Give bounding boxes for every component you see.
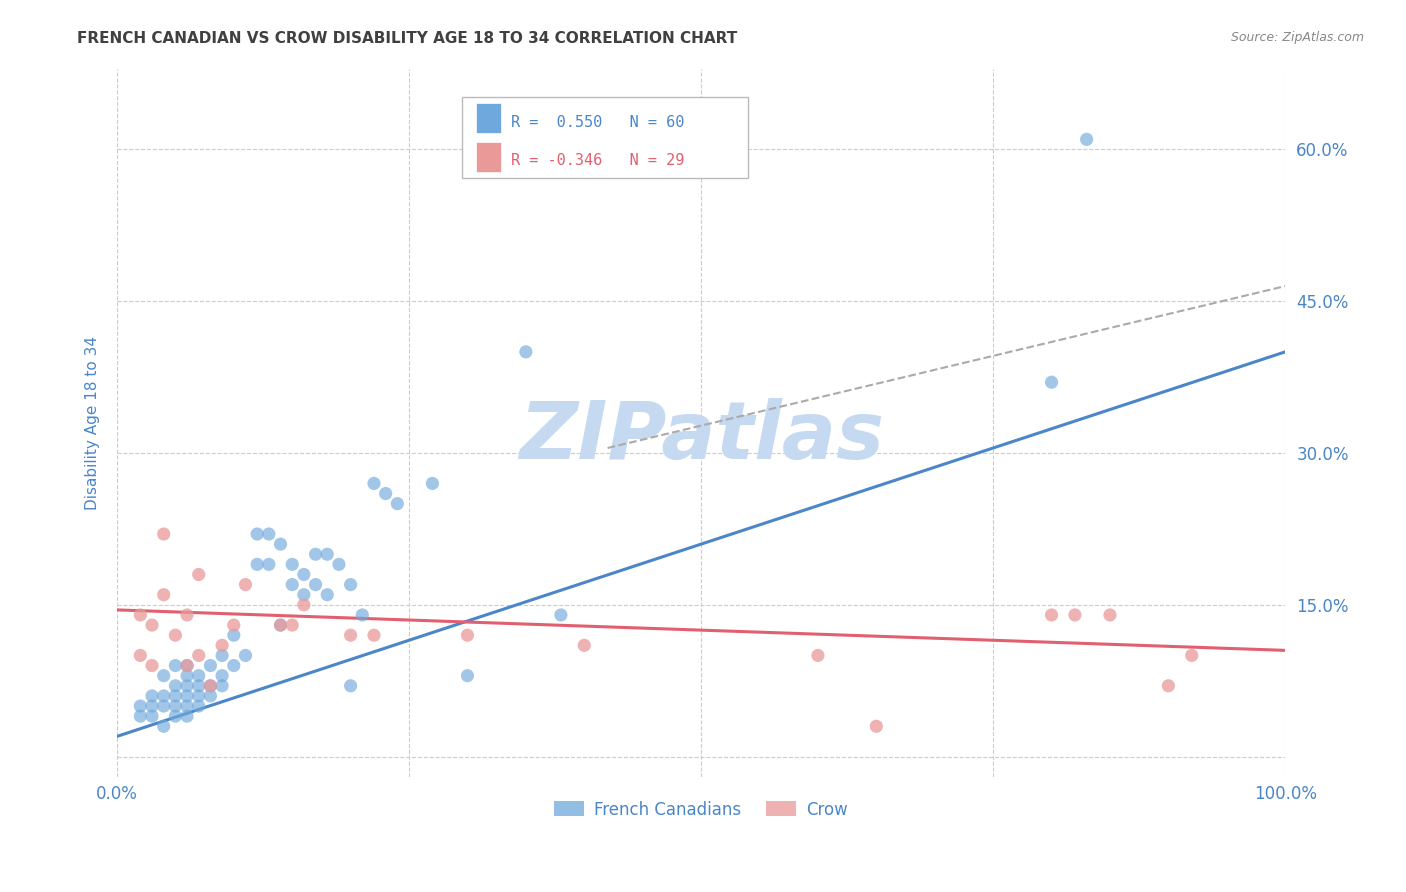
Point — [176, 699, 198, 714]
Point — [187, 648, 209, 663]
Point — [292, 588, 315, 602]
Point — [141, 699, 163, 714]
Point — [235, 648, 257, 663]
Point — [187, 668, 209, 682]
Point — [1098, 607, 1121, 622]
Point — [187, 699, 209, 714]
Point — [281, 618, 304, 632]
FancyBboxPatch shape — [475, 103, 502, 133]
Point — [339, 679, 361, 693]
Point — [129, 699, 152, 714]
Point — [152, 668, 174, 682]
Point — [211, 648, 233, 663]
Point — [1040, 375, 1063, 389]
Point — [141, 618, 163, 632]
Point — [1076, 132, 1098, 146]
Point — [187, 567, 209, 582]
Point — [165, 658, 187, 673]
Point — [270, 618, 292, 632]
FancyBboxPatch shape — [461, 97, 748, 178]
Point — [550, 607, 572, 622]
Point — [352, 607, 374, 622]
Point — [304, 577, 326, 591]
Point — [339, 577, 361, 591]
Point — [129, 648, 152, 663]
Point — [270, 618, 292, 632]
Point — [152, 588, 174, 602]
Point — [165, 628, 187, 642]
Point — [141, 709, 163, 723]
Point — [141, 658, 163, 673]
Point — [176, 679, 198, 693]
Point — [235, 577, 257, 591]
Point — [246, 558, 269, 572]
Point — [292, 567, 315, 582]
Point — [515, 344, 537, 359]
Point — [211, 638, 233, 652]
Point — [257, 527, 280, 541]
Point — [222, 618, 245, 632]
Point — [211, 668, 233, 682]
Legend: French Canadians, Crow: French Canadians, Crow — [547, 794, 855, 825]
Point — [292, 598, 315, 612]
Point — [1040, 607, 1063, 622]
Point — [129, 607, 152, 622]
Point — [141, 689, 163, 703]
Point — [165, 689, 187, 703]
Point — [363, 476, 385, 491]
Point — [304, 547, 326, 561]
Point — [176, 658, 198, 673]
Point — [281, 577, 304, 591]
Point — [1157, 679, 1180, 693]
Text: R =  0.550   N = 60: R = 0.550 N = 60 — [510, 115, 685, 130]
Point — [200, 658, 222, 673]
Text: FRENCH CANADIAN VS CROW DISABILITY AGE 18 TO 34 CORRELATION CHART: FRENCH CANADIAN VS CROW DISABILITY AGE 1… — [77, 31, 738, 46]
Point — [387, 497, 409, 511]
Point — [165, 679, 187, 693]
Point — [865, 719, 887, 733]
Point — [422, 476, 444, 491]
Point — [165, 709, 187, 723]
Point — [270, 537, 292, 551]
Point — [1181, 648, 1204, 663]
Point — [807, 648, 830, 663]
Point — [176, 668, 198, 682]
Point — [222, 628, 245, 642]
Point — [176, 709, 198, 723]
Point — [200, 679, 222, 693]
Point — [316, 588, 339, 602]
Text: ZIPatlas: ZIPatlas — [519, 398, 883, 475]
Point — [374, 486, 396, 500]
Point — [257, 558, 280, 572]
Point — [152, 527, 174, 541]
Point — [574, 638, 596, 652]
Text: Source: ZipAtlas.com: Source: ZipAtlas.com — [1230, 31, 1364, 45]
Point — [176, 689, 198, 703]
Point — [316, 547, 339, 561]
Point — [456, 668, 478, 682]
Point — [1064, 607, 1087, 622]
Y-axis label: Disability Age 18 to 34: Disability Age 18 to 34 — [86, 335, 100, 509]
Point — [328, 558, 350, 572]
Text: R = -0.346   N = 29: R = -0.346 N = 29 — [510, 153, 685, 168]
Point — [200, 689, 222, 703]
Point — [281, 558, 304, 572]
Point — [152, 689, 174, 703]
Point — [363, 628, 385, 642]
Point — [187, 689, 209, 703]
Point — [200, 679, 222, 693]
Point — [152, 719, 174, 733]
Point — [222, 658, 245, 673]
Point — [176, 607, 198, 622]
Point — [246, 527, 269, 541]
Point — [187, 679, 209, 693]
Point — [456, 628, 478, 642]
Point — [152, 699, 174, 714]
Point — [129, 709, 152, 723]
FancyBboxPatch shape — [475, 142, 502, 172]
Point — [339, 628, 361, 642]
Point — [176, 658, 198, 673]
Point — [211, 679, 233, 693]
Point — [165, 699, 187, 714]
